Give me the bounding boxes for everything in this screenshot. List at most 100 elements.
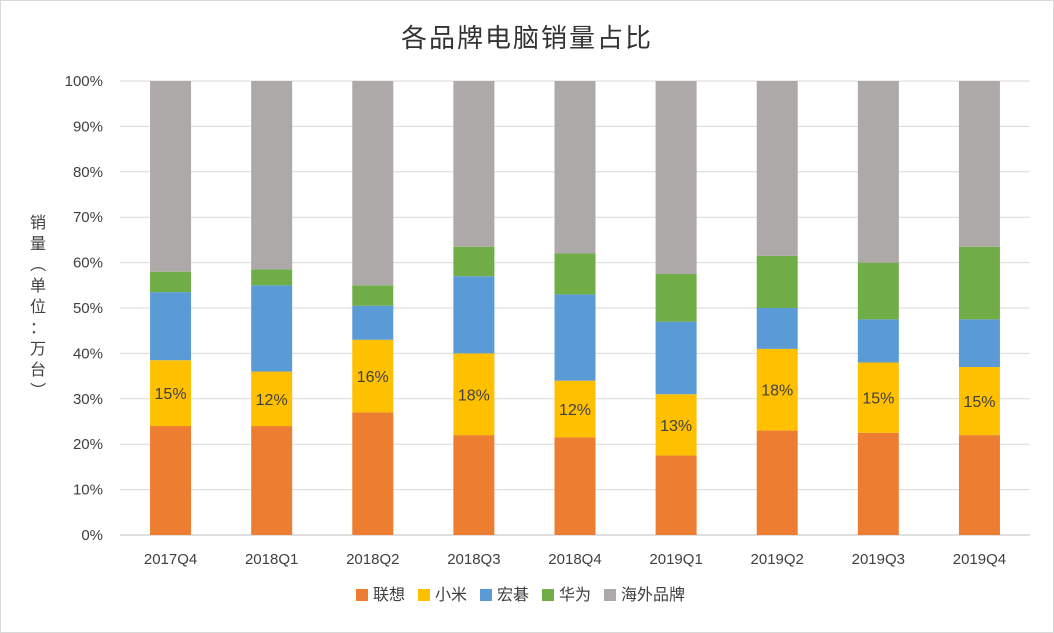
data-label: 18% bbox=[458, 387, 490, 404]
data-label: 12% bbox=[559, 402, 591, 419]
y-tick-label: 70% bbox=[73, 209, 103, 226]
x-tick-label: 2018Q4 bbox=[548, 551, 601, 568]
bar-segment bbox=[150, 271, 192, 293]
x-tick-label: 2019Q1 bbox=[649, 551, 702, 568]
bar-segment bbox=[958, 367, 1000, 436]
bar-segment bbox=[857, 432, 899, 535]
bar-segment bbox=[554, 437, 596, 535]
legend-label: 小米 bbox=[435, 585, 467, 604]
bar-segment bbox=[554, 294, 596, 381]
bar-segment bbox=[655, 81, 697, 274]
x-tick-label: 2019Q4 bbox=[953, 551, 1006, 568]
x-tick-label: 2019Q2 bbox=[751, 551, 804, 568]
bar-segment bbox=[251, 371, 293, 427]
data-label: 16% bbox=[357, 369, 389, 386]
legend: 联想 小米 宏碁 华为 海外品牌 bbox=[356, 585, 685, 604]
bar-segment bbox=[756, 255, 798, 308]
bar-segment bbox=[150, 81, 192, 272]
bar-segment bbox=[251, 426, 293, 535]
x-tick-label: 2018Q3 bbox=[447, 551, 500, 568]
data-label: 15% bbox=[963, 394, 995, 411]
bar-segment bbox=[655, 394, 697, 456]
bar-segment bbox=[251, 269, 293, 286]
bar-segment bbox=[150, 292, 192, 361]
bar-segment bbox=[756, 81, 798, 256]
bar-segment bbox=[251, 285, 293, 372]
x-tick-label: 2017Q4 bbox=[144, 551, 197, 568]
bar-segment bbox=[857, 362, 899, 433]
y-axis-label-char: ） bbox=[28, 382, 47, 398]
y-axis-label-char: （ bbox=[28, 256, 47, 272]
y-axis-label-char: 量 bbox=[30, 234, 46, 253]
bar-segment bbox=[352, 81, 394, 286]
legend-label: 宏碁 bbox=[497, 585, 529, 604]
chart-title: 各品牌电脑销量占比 bbox=[401, 24, 653, 54]
y-axis-label-char: ： bbox=[30, 318, 46, 337]
bar-segment bbox=[857, 319, 899, 363]
bar-segment bbox=[453, 246, 495, 277]
bar-segment bbox=[453, 353, 495, 436]
y-axis-label-char: 位 bbox=[30, 297, 46, 316]
x-tick-label: 2018Q2 bbox=[346, 551, 399, 568]
y-tick-label: 100% bbox=[65, 73, 103, 90]
bars: 15% 12% 16% 18% 12% 13% 18% 15% 15% bbox=[150, 81, 1000, 535]
y-tick-label: 80% bbox=[73, 164, 103, 181]
bar-segment bbox=[655, 321, 697, 395]
legend-label: 海外品牌 bbox=[621, 585, 685, 604]
bar-segment bbox=[453, 81, 495, 247]
y-tick-label: 60% bbox=[73, 255, 103, 272]
bar-segment bbox=[958, 246, 1000, 320]
bar-segment bbox=[352, 412, 394, 535]
bar-segment bbox=[958, 81, 1000, 247]
data-label: 15% bbox=[155, 386, 187, 403]
x-axis-ticks: 2017Q4 2018Q1 2018Q2 2018Q3 2018Q4 2019Q1 2019… bbox=[144, 551, 1006, 568]
bar-segment bbox=[453, 276, 495, 354]
y-axis-label-char: 万 bbox=[30, 339, 46, 358]
bar-segment bbox=[655, 455, 697, 535]
bar-segment bbox=[453, 435, 495, 535]
bar-segment bbox=[655, 273, 697, 322]
legend-swatch bbox=[480, 589, 492, 601]
y-tick-label: 50% bbox=[73, 300, 103, 317]
bar-segment bbox=[857, 81, 899, 263]
bar-segment bbox=[554, 253, 596, 295]
y-axis-label-char: 单 bbox=[30, 276, 46, 295]
legend-swatch bbox=[604, 589, 616, 601]
legend-swatch bbox=[356, 589, 368, 601]
y-tick-label: 20% bbox=[73, 436, 103, 453]
bar-segment bbox=[554, 380, 596, 438]
y-axis-label: 销量 （ 单位 ： 万台 ） bbox=[28, 213, 47, 398]
bar-segment bbox=[756, 430, 798, 535]
bar-segment bbox=[554, 81, 596, 254]
data-label: 18% bbox=[761, 383, 793, 400]
legend-label: 华为 bbox=[559, 585, 591, 604]
legend-swatch bbox=[542, 589, 554, 601]
bar-segment bbox=[352, 305, 394, 340]
y-tick-label: 30% bbox=[73, 391, 103, 408]
x-tick-label: 2018Q1 bbox=[245, 551, 298, 568]
bar-segment bbox=[352, 339, 394, 413]
bar-segment bbox=[352, 285, 394, 306]
x-tick-label: 2019Q3 bbox=[852, 551, 905, 568]
y-axis-ticks: 0% 10% 20% 30% 40% 50% 60% 70% 80% 90% 100% bbox=[65, 73, 103, 544]
y-tick-label: 0% bbox=[81, 527, 103, 544]
bar-segment bbox=[958, 435, 1000, 535]
data-label: 12% bbox=[256, 392, 288, 409]
legend-label: 联想 bbox=[373, 585, 405, 604]
bar-segment bbox=[958, 319, 1000, 368]
bar-segment bbox=[756, 348, 798, 431]
legend-swatch bbox=[418, 589, 430, 601]
y-axis-label-char: 台 bbox=[30, 360, 46, 379]
y-tick-label: 10% bbox=[73, 482, 103, 499]
bar-segment bbox=[756, 308, 798, 349]
y-tick-label: 40% bbox=[73, 345, 103, 362]
bar-segment bbox=[150, 426, 192, 535]
data-label: 15% bbox=[862, 391, 894, 408]
bar-segment bbox=[150, 360, 192, 427]
data-label: 13% bbox=[660, 418, 692, 435]
y-axis-label-char: 销 bbox=[30, 213, 46, 232]
bar-segment bbox=[251, 81, 293, 270]
y-tick-label: 90% bbox=[73, 118, 103, 135]
bar-segment bbox=[857, 262, 899, 320]
